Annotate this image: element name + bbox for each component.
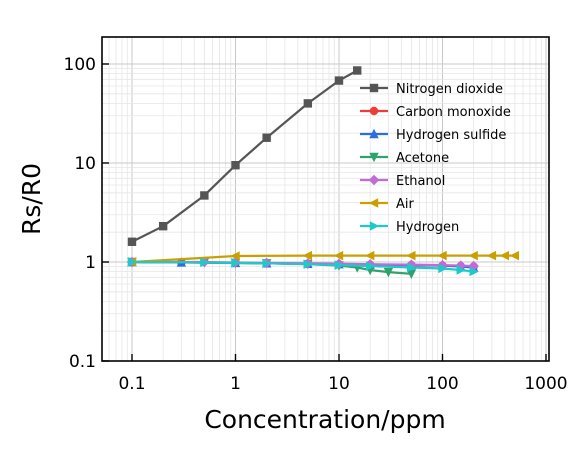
series-hydrogen <box>127 257 479 277</box>
data-point-air <box>499 250 510 261</box>
legend-label: Acetone <box>396 151 449 166</box>
data-point-acetone <box>406 269 417 279</box>
legend-item-carbon-monoxide: Carbon monoxide <box>360 105 511 120</box>
data-point-air <box>230 251 240 261</box>
y-axis-label: Rs/R0 <box>17 163 46 235</box>
legend-item-hydrogen-sulfide: Hydrogen sulfide <box>360 128 506 143</box>
legend-marker <box>369 106 379 116</box>
legend-marker <box>369 83 379 93</box>
data-point-hydrogen <box>262 258 272 269</box>
series-line-nitrogen-dioxide <box>131 69 358 243</box>
data-point-acetone <box>383 267 394 278</box>
data-point-nitrogen-dioxide <box>231 161 240 170</box>
legend-marker <box>369 221 380 231</box>
data-point-hydrogen <box>231 258 241 268</box>
plot-series <box>126 66 520 279</box>
legend-marker <box>369 128 379 139</box>
plot-frame <box>101 36 550 362</box>
legend-marker <box>369 152 379 163</box>
legend-label: Hydrogen <box>396 220 459 235</box>
data-point-hydrogen <box>303 259 314 269</box>
data-point-hydrogen <box>365 261 376 271</box>
y-tick-label: 10 <box>74 154 96 174</box>
data-point-air <box>406 250 416 261</box>
y-tick-label: 100 <box>64 55 96 75</box>
data-point-air <box>509 250 520 261</box>
data-point-air <box>302 250 313 261</box>
data-point-air <box>468 250 478 261</box>
data-point-hydrogen <box>127 257 138 267</box>
y-tick-label: 0.1 <box>69 352 96 372</box>
data-point-air <box>437 250 447 261</box>
data-point-hydrogen <box>200 257 210 268</box>
legend-label: Nitrogen dioxide <box>396 82 503 97</box>
x-axis-label: Concentration/ppm <box>204 405 445 434</box>
data-point-nitrogen-dioxide <box>303 99 313 108</box>
data-point-hydrogen <box>438 263 448 274</box>
series-nitrogen-dioxide <box>127 66 362 246</box>
data-point-nitrogen-dioxide <box>262 133 271 142</box>
data-point-hydrogen <box>456 265 466 275</box>
data-point-hydrogen <box>407 262 417 273</box>
axis-ticks: 0.1 1 10 100 1000 0.1 1 10 100 <box>64 55 568 394</box>
legend-label: Hydrogen sulfide <box>396 128 506 143</box>
data-point-nitrogen-dioxide <box>353 66 362 75</box>
grid <box>102 37 549 361</box>
legend-item-ethanol: Ethanol <box>360 174 445 189</box>
legend-item-acetone: Acetone <box>360 151 449 166</box>
data-point-air <box>486 250 497 261</box>
legend-label: Ethanol <box>396 174 445 189</box>
legend-item-air: Air <box>360 197 415 212</box>
x-tick-label: 0.1 <box>118 374 145 394</box>
x-tick-label: 1 <box>230 374 241 394</box>
data-point-air <box>364 250 375 261</box>
data-point-nitrogen-dioxide <box>158 221 168 231</box>
legend-marker <box>368 198 379 208</box>
data-point-nitrogen-dioxide <box>200 191 209 200</box>
legend-label: Carbon monoxide <box>396 105 511 120</box>
legend-item-nitrogen-dioxide: Nitrogen dioxide <box>360 82 503 97</box>
x-tick-label: 1000 <box>524 374 567 394</box>
data-point-air <box>333 250 344 261</box>
legend-item-hydrogen: Hydrogen <box>360 220 459 235</box>
x-tick-label: 100 <box>426 374 458 394</box>
data-point-nitrogen-dioxide <box>127 237 137 246</box>
y-tick-label: 1 <box>85 253 96 273</box>
legend-marker <box>368 174 380 186</box>
legend-label: Air <box>396 197 415 212</box>
data-point-nitrogen-dioxide <box>334 76 344 85</box>
data-point-hydrogen <box>469 266 479 277</box>
x-tick-label: 10 <box>328 374 350 394</box>
data-point-hydrogen <box>334 260 345 270</box>
legend: Nitrogen dioxide Carbon monoxide Hydrogen … <box>360 82 511 235</box>
